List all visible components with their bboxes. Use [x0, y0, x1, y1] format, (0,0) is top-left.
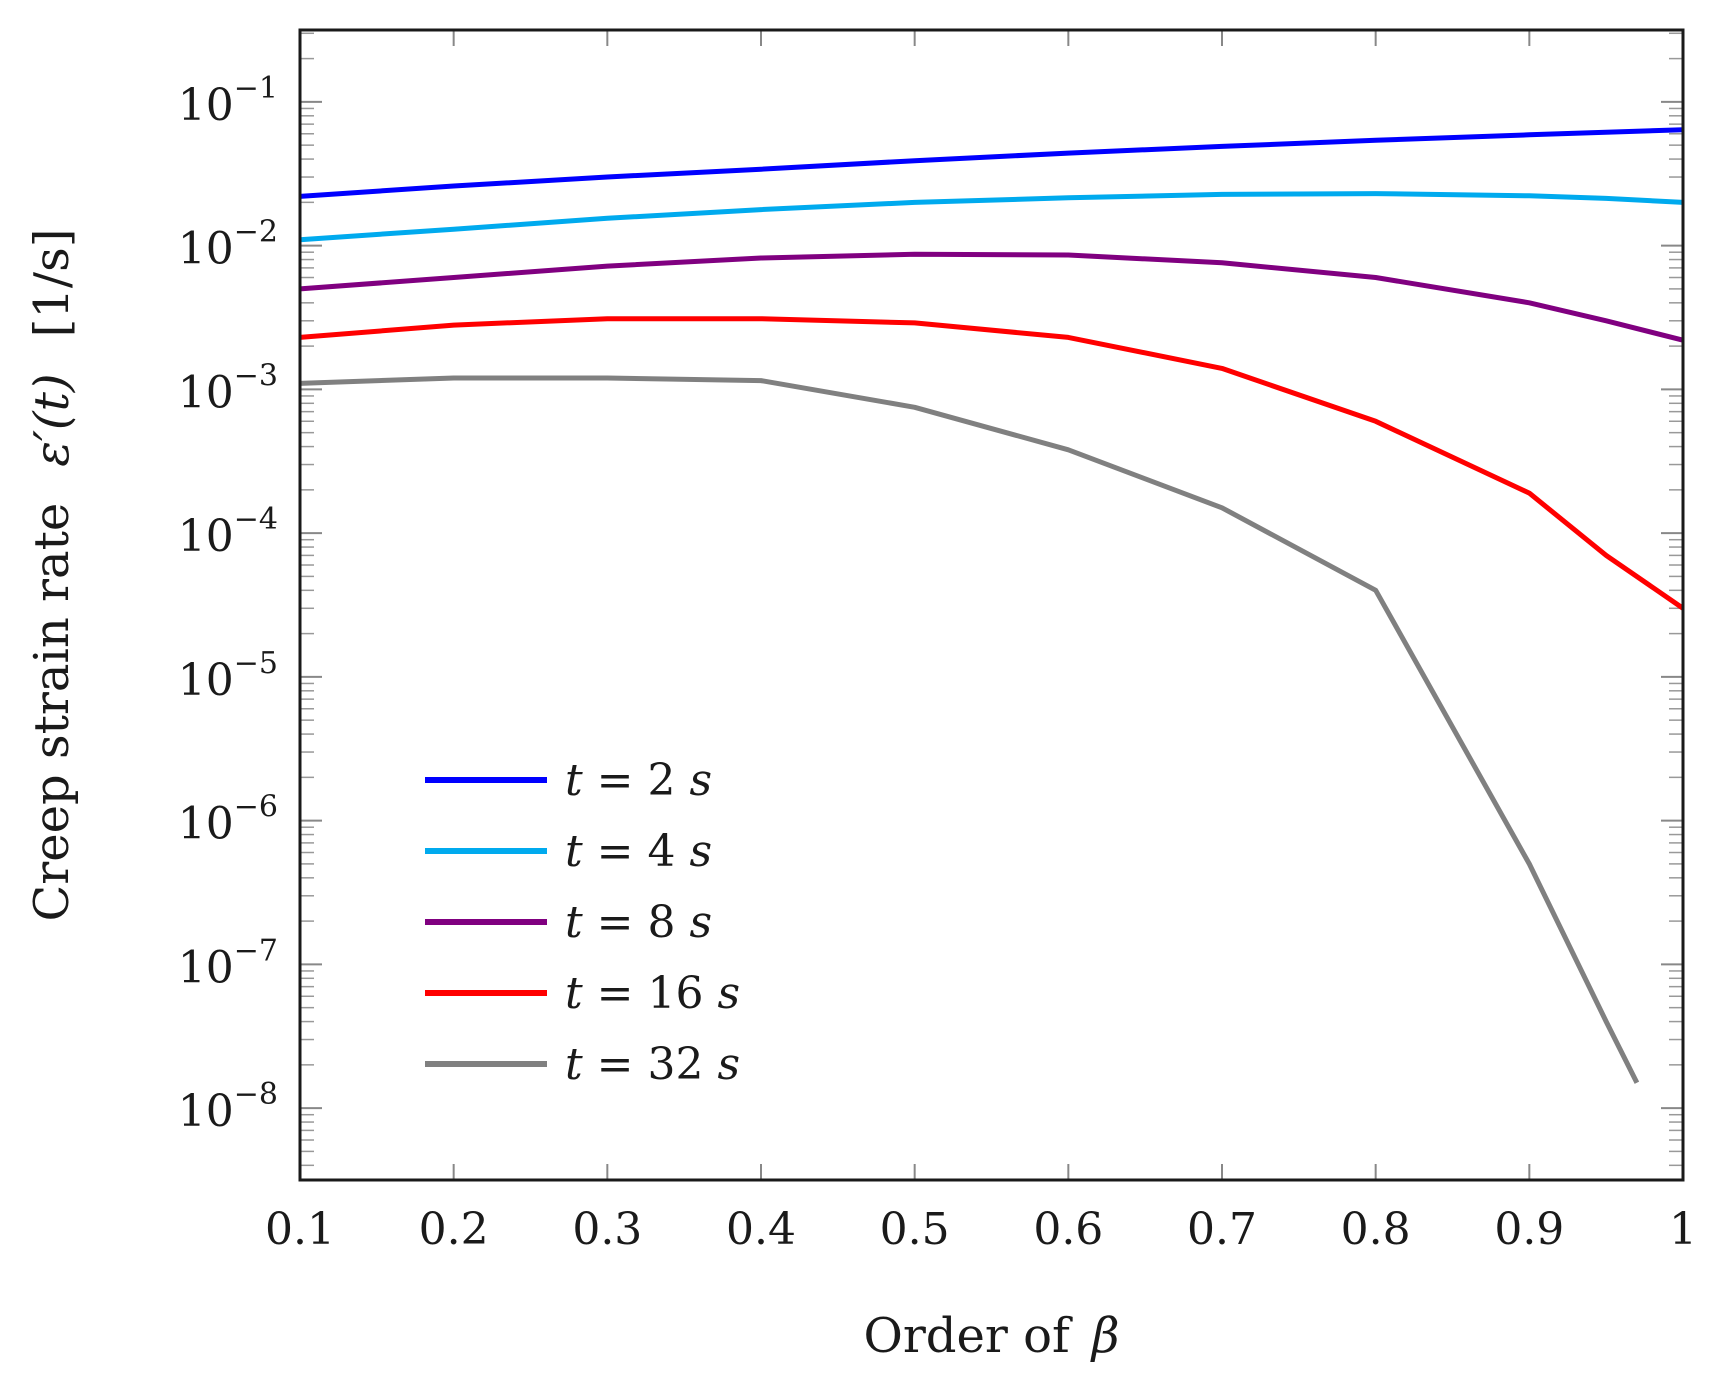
- y-tick-base: 10: [178, 799, 234, 850]
- x-tick-label: 0.7: [1187, 1204, 1257, 1255]
- legend-label: t = 32 s: [565, 1039, 740, 1090]
- y-tick-label: 10−7: [178, 933, 278, 993]
- x-tick-label: 0.2: [419, 1204, 489, 1255]
- legend-label: t = 4 s: [565, 826, 712, 877]
- y-tick-exponent: −1: [234, 71, 278, 106]
- legend-value: = 2: [583, 755, 690, 806]
- series-line: [299, 127, 1684, 199]
- y-tick-exponent: −2: [234, 215, 278, 250]
- legend-unit: s: [718, 1039, 741, 1090]
- x-tick-label: 0.3: [572, 1204, 642, 1255]
- legend-var: t: [565, 897, 583, 948]
- y-tick-label: 10−1: [178, 71, 278, 131]
- series-lines: [299, 127, 1685, 1084]
- legend-unit: s: [690, 755, 713, 806]
- x-axis-title-symbol: β: [1090, 1308, 1120, 1364]
- y-tick-base: 10: [178, 655, 234, 706]
- y-tick-base: 10: [178, 80, 234, 131]
- legend-unit: s: [690, 897, 713, 948]
- x-tick-label: 0.1: [265, 1204, 335, 1255]
- y-tick-label: 10−3: [178, 358, 278, 418]
- series-line: [299, 251, 1684, 343]
- legend: t = 2 st = 4 st = 8 st = 16 st = 32 s: [425, 755, 740, 1090]
- series-line: [299, 375, 1640, 1084]
- legend-label: t = 8 s: [565, 897, 712, 948]
- legend-var: t: [565, 826, 583, 877]
- y-tick-exponent: −4: [234, 502, 278, 537]
- y-tick-label: 10−5: [178, 646, 278, 706]
- y-axis-title: Creep strain rate ε′(t) [1/s]: [24, 229, 80, 922]
- legend-unit: s: [718, 968, 741, 1019]
- x-tick-label: 0.9: [1494, 1204, 1564, 1255]
- y-tick-label: 10−2: [178, 215, 278, 275]
- legend-value: = 32: [583, 1039, 718, 1090]
- y-tick-base: 10: [178, 1086, 234, 1137]
- legend-var: t: [565, 755, 583, 806]
- y-tick-base: 10: [178, 367, 234, 418]
- y-tick-exponent: −7: [234, 933, 278, 968]
- y-tick-base: 10: [178, 511, 234, 562]
- x-axis-title: Order of β: [863, 1308, 1119, 1364]
- y-tick-base: 10: [178, 224, 234, 275]
- plot-frame: [298, 28, 1685, 1182]
- legend-value: = 4: [583, 826, 690, 877]
- series-line: [299, 191, 1684, 243]
- legend-var: t: [565, 1039, 583, 1090]
- x-tick-label: 0.8: [1341, 1204, 1411, 1255]
- legend-value: = 16: [583, 968, 718, 1019]
- x-tick-label: 1: [1669, 1204, 1697, 1255]
- legend-unit: s: [690, 826, 713, 877]
- x-tick-label: 0.6: [1033, 1204, 1103, 1255]
- legend-value: = 8: [583, 897, 690, 948]
- legend-label: t = 2 s: [565, 755, 712, 806]
- series-line: [299, 316, 1685, 611]
- y-tick-label: 10−8: [178, 1077, 278, 1137]
- y-axis-title-symbol: ε′(t): [24, 373, 80, 466]
- y-axis-title-text: Creep strain rate: [24, 503, 80, 922]
- y-axis-title-unit: [1/s]: [24, 229, 80, 338]
- minor-ticks: [300, 32, 1683, 1167]
- y-tick-exponent: −6: [234, 790, 278, 825]
- y-tick-base: 10: [178, 942, 234, 993]
- x-tick-label: 0.5: [880, 1204, 950, 1255]
- y-tick-exponent: −8: [234, 1077, 278, 1112]
- x-axis-title-text: Order of: [863, 1308, 1073, 1364]
- legend-var: t: [565, 968, 583, 1019]
- y-tick-label: 10−4: [178, 502, 278, 562]
- y-tick-exponent: −5: [234, 646, 278, 681]
- y-tick-label: 10−6: [178, 790, 278, 850]
- x-tick-labels: 0.1 0.2 0.3 0.4 0.5 0.6 0.7 0.8 0.9 1: [265, 1204, 1697, 1255]
- y-tick-labels: 10−110−210−310−410−510−610−710−8: [178, 71, 278, 1137]
- x-tick-label: 0.4: [726, 1204, 796, 1255]
- legend-label: t = 16 s: [565, 968, 740, 1019]
- y-tick-exponent: −3: [234, 358, 278, 393]
